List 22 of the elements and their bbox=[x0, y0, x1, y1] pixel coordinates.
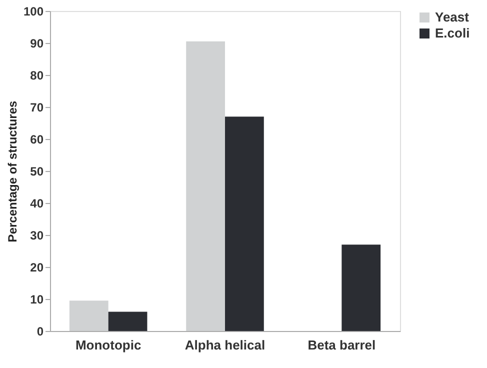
bar bbox=[225, 116, 264, 331]
legend-label: E.coli bbox=[435, 26, 470, 40]
x-tick-label: Beta barrel bbox=[308, 338, 376, 352]
y-tick-label: 0 bbox=[36, 324, 44, 338]
bar bbox=[342, 244, 381, 331]
x-tick-label: Alpha helical bbox=[184, 338, 266, 352]
y-tick-label: 20 bbox=[30, 260, 44, 274]
y-tick-label: 70 bbox=[30, 100, 44, 114]
y-tick-label: 40 bbox=[30, 196, 44, 210]
x-tick-label: Monotopic bbox=[75, 338, 142, 352]
bar bbox=[69, 300, 108, 331]
bar bbox=[108, 312, 148, 331]
y-tick-label: 80 bbox=[30, 68, 44, 82]
bar bbox=[186, 41, 225, 331]
y-tick-label: 30 bbox=[30, 228, 44, 242]
y-axis-title: Percentage of structures bbox=[5, 100, 20, 242]
y-tick-label: 60 bbox=[30, 132, 44, 146]
y-tick-label: 10 bbox=[30, 292, 44, 306]
y-tick-label: 50 bbox=[30, 164, 44, 178]
legend-label: Yeast bbox=[435, 10, 470, 24]
y-tick-label: 90 bbox=[30, 36, 44, 50]
y-tick-label: 100 bbox=[23, 4, 44, 18]
